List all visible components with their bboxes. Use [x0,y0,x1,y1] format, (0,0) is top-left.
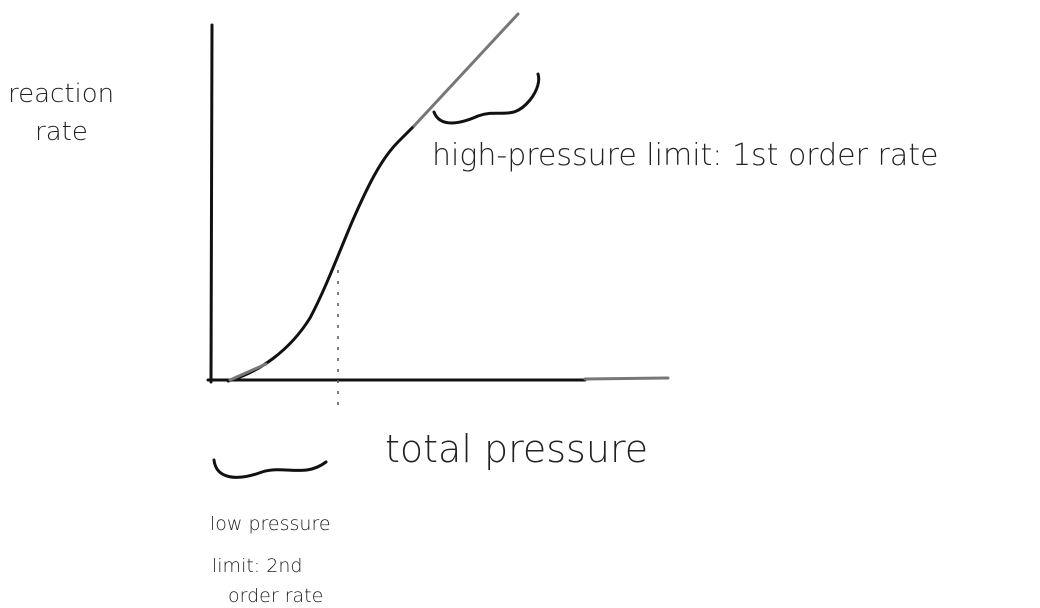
x-axis-extension [585,378,668,379]
low-pressure-annotation: limit: 2nd [212,555,302,577]
y-axis [211,25,212,382]
high-pressure-asymptote [414,14,518,126]
low-pressure-annotation: order rate [228,585,323,607]
x-axis-label: total pressure [385,427,648,471]
high-pressure-annotation: high-pressure limit: 1st order rate [432,138,938,173]
high-pressure-brace [434,74,539,123]
sketch: reaction rate high-pressure limit: 1st o… [0,0,1040,608]
y-axis-label: rate [35,117,88,147]
y-axis-label: reaction [8,79,114,109]
low-pressure-annotation: low pressure [210,513,331,535]
rate-curve [228,126,414,381]
low-pressure-brace [214,460,326,477]
page: {"y_axis_label": ["reaction", "rate"], "… [0,0,1040,608]
low-pressure-asymptote [230,364,266,380]
